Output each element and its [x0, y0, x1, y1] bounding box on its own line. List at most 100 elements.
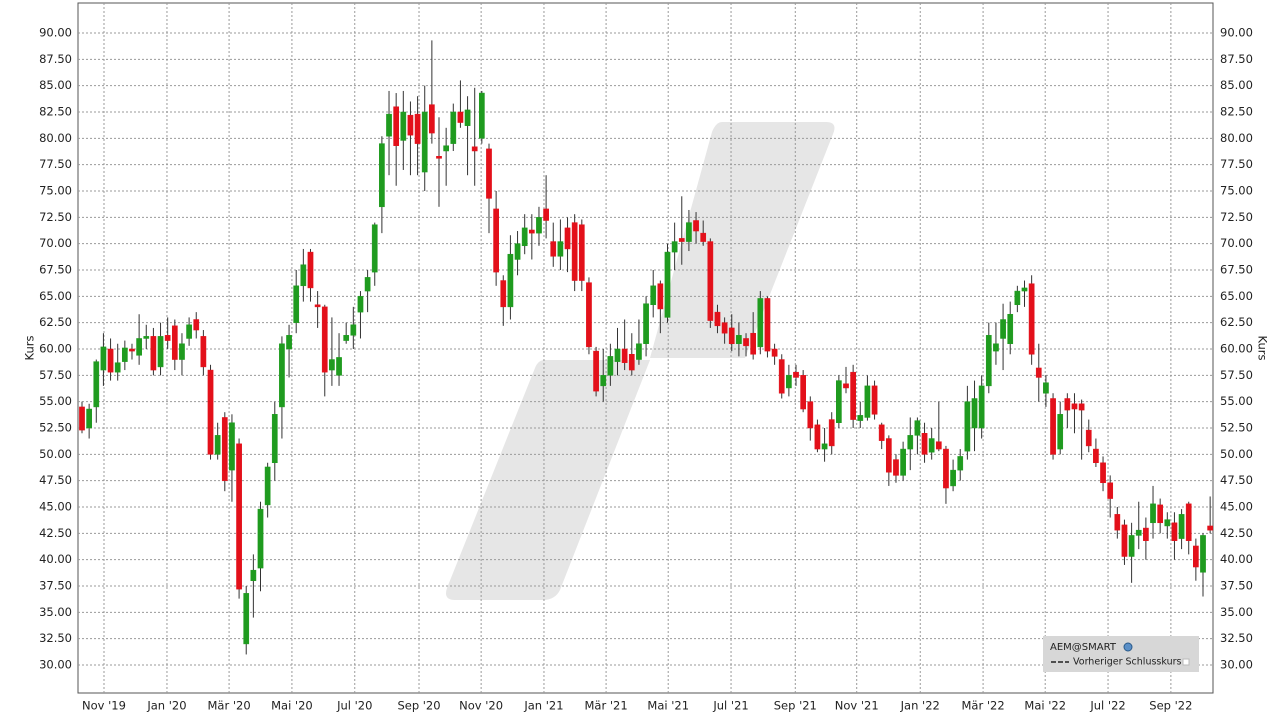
candle-body	[778, 359, 785, 394]
candle-body	[264, 466, 271, 506]
candle-body	[557, 241, 564, 257]
legend-box	[1043, 636, 1199, 672]
candle-body	[793, 371, 799, 378]
y-tick-label-right: 50.00	[1220, 447, 1253, 461]
candle-body	[421, 111, 428, 173]
candle-body	[1043, 382, 1049, 394]
candle-body	[1164, 519, 1171, 527]
candle-body	[564, 227, 571, 250]
candle-body	[943, 448, 949, 489]
candle-body	[786, 375, 792, 389]
candle-body	[671, 241, 678, 253]
candle-body	[521, 227, 528, 247]
candle-body	[928, 438, 935, 453]
candle-body	[843, 383, 849, 389]
candle-body	[393, 106, 400, 146]
candle-body	[800, 375, 807, 410]
candle-body	[578, 224, 585, 281]
candle-body	[100, 346, 107, 371]
candle-body	[657, 283, 664, 310]
x-tick-label: Mai '22	[1024, 699, 1066, 713]
candle-body	[1157, 504, 1164, 524]
candle-body	[429, 104, 435, 134]
candle-body	[728, 327, 735, 344]
y-tick-label: 62.50	[39, 315, 72, 329]
y-tick-label: 42.50	[39, 526, 72, 540]
y-tick-label-right: 82.50	[1220, 105, 1253, 119]
candle-body	[407, 114, 414, 136]
candle-body	[486, 148, 492, 199]
x-tick-label: Mär '21	[585, 699, 628, 713]
candle-body	[857, 415, 864, 421]
y-tick-label: 37.50	[39, 578, 72, 592]
candle-body	[850, 371, 856, 420]
candle-body	[136, 338, 142, 356]
candle-body	[643, 303, 649, 344]
y-tick-label-right: 85.00	[1220, 78, 1253, 92]
candle-body	[607, 356, 614, 376]
y-tick-label-right: 55.00	[1220, 394, 1253, 408]
y-tick-label-right: 47.50	[1220, 473, 1253, 487]
candle-body	[1028, 283, 1035, 355]
x-tick-label: Jul '21	[712, 699, 748, 713]
candle-body	[1071, 403, 1078, 410]
x-tick-label: Jan '20	[146, 699, 186, 713]
candle-body	[907, 435, 914, 450]
candle-body	[357, 296, 364, 313]
candle-body	[736, 335, 742, 344]
candle-body	[950, 469, 956, 487]
candle-body	[993, 343, 999, 352]
candle-body	[1150, 503, 1156, 524]
y-tick-label-right: 72.50	[1220, 210, 1253, 224]
candle-body	[107, 348, 114, 373]
candle-body	[507, 253, 514, 308]
candle-body	[271, 414, 278, 464]
candle-body	[200, 336, 207, 368]
x-tick-label: Nov '20	[459, 699, 503, 713]
candle-body	[1200, 535, 1206, 573]
candle-body	[114, 362, 121, 373]
candle-body	[743, 338, 749, 347]
candle-body	[129, 348, 135, 352]
candle-body	[878, 424, 885, 441]
candle-body	[536, 217, 542, 234]
candle-body	[807, 401, 814, 429]
candle-body	[1064, 398, 1071, 411]
candles	[79, 40, 1213, 655]
candle-body	[678, 238, 685, 242]
y-tick-label-right: 65.00	[1220, 289, 1253, 303]
y-axis-title: Kurs	[23, 336, 37, 361]
y-tick-label-right: 90.00	[1220, 26, 1253, 40]
candle-body	[1121, 524, 1128, 557]
legend-checkbox[interactable]	[1182, 658, 1190, 666]
candle-body	[193, 319, 200, 331]
y-tick-label-right: 77.50	[1220, 157, 1253, 171]
candle-body	[329, 359, 335, 371]
candle-body	[364, 277, 371, 292]
candle-body	[400, 111, 407, 141]
candle-body	[514, 243, 521, 260]
candle-body	[964, 401, 971, 452]
y-tick-label: 30.00	[39, 657, 72, 671]
candle-body	[321, 306, 328, 373]
candle-body	[214, 435, 221, 455]
candle-body	[314, 304, 321, 308]
candle-body	[914, 420, 921, 436]
candle-body	[621, 348, 628, 363]
candle-body	[1171, 522, 1178, 541]
candle-body	[93, 361, 100, 408]
y-tick-label: 32.50	[39, 631, 72, 645]
candle-body	[436, 156, 442, 159]
candle-body	[229, 422, 235, 471]
candle-body	[750, 332, 757, 355]
candle-body	[864, 385, 871, 418]
legend: AEM@SMART Vorheriger Schlusskurs	[1043, 636, 1199, 672]
watermark	[446, 360, 650, 600]
x-tick-label: Nov '21	[835, 699, 879, 713]
candle-body	[571, 222, 578, 281]
candle-body	[921, 433, 928, 455]
candle-body	[1014, 290, 1021, 306]
candle-body	[79, 406, 85, 431]
candle-body	[935, 441, 942, 450]
